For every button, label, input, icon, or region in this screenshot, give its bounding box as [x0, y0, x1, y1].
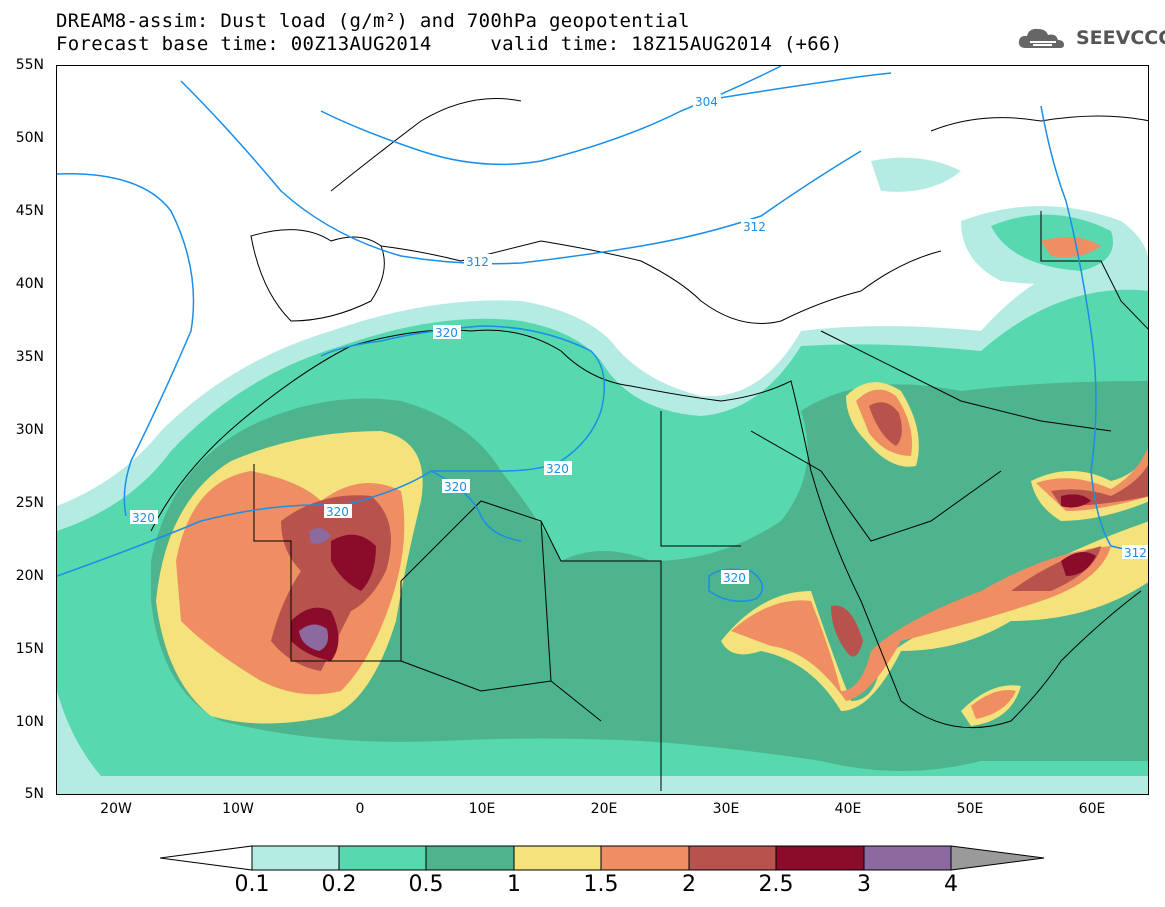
lon-label-10e: 10E	[468, 801, 496, 817]
contour-label-bg-312b	[464, 254, 492, 268]
lat-label-10n: 10N	[15, 714, 44, 730]
dust-band-darkred-arabia	[1061, 552, 1096, 576]
contour-label-bg-320b	[130, 510, 158, 524]
contour-label-bg-312a	[741, 219, 769, 233]
lon-label-60e: 60E	[1078, 801, 1106, 817]
dust-band-brown-east	[831, 605, 863, 657]
contour-label-bg-312c	[1122, 545, 1148, 559]
lon-label-20w: 20W	[100, 801, 132, 817]
colorbar-tick-3: 3	[857, 872, 871, 897]
lat-label-40n: 40N	[15, 276, 44, 292]
colorbar-tick-0-2: 0.2	[321, 872, 357, 897]
lat-label-30n: 30N	[15, 422, 44, 438]
dust-band-brown-iraq	[869, 402, 902, 446]
colorbar-cell-6	[688, 845, 777, 871]
contour-label-bg-320f	[721, 570, 749, 584]
contour-label-bg-304	[693, 94, 721, 108]
lat-label-15n: 15N	[15, 641, 44, 657]
colorbar-tick-2-5: 2.5	[758, 872, 794, 897]
map-subtitle: Forecast base time: 00Z13AUG2014 valid t…	[56, 33, 843, 55]
lat-label-20n: 20N	[15, 568, 44, 584]
colorbar-tick-4: 4	[944, 872, 958, 897]
colorbar-cell-5	[600, 845, 690, 871]
contour-label-320e: 320	[546, 462, 569, 476]
colorbar-cell-1	[251, 845, 340, 871]
dust-band-orange-caspian	[1041, 237, 1101, 258]
lon-label-30e: 30E	[712, 801, 740, 817]
lat-label-25n: 25N	[15, 495, 44, 511]
contour-label-320c: 320	[326, 505, 349, 519]
contour-label-bg-320c	[324, 504, 352, 518]
colorbar-cell-8	[863, 845, 952, 871]
colorbar-under-arrow	[160, 845, 253, 871]
dust-band-orange-somalia	[971, 690, 1016, 719]
contour-label-304: 304	[695, 95, 718, 109]
lon-label-0: 0	[355, 801, 365, 817]
colorbar-tick-2: 2	[682, 872, 696, 897]
colorbar-over-arrow	[950, 845, 1045, 871]
seevccc-logo: SEEVCCC	[1016, 26, 1165, 50]
lon-label-10w: 10W	[222, 801, 254, 817]
colorbar-cell-7	[775, 845, 865, 871]
contour-label-320d: 320	[444, 480, 467, 494]
contour-label-320b: 320	[132, 511, 155, 525]
logo-text: SEEVCCC	[1076, 27, 1165, 49]
contour-label-312a: 312	[743, 220, 766, 234]
dust-band-orange-east	[731, 546, 1111, 701]
lon-label-40e: 40E	[834, 801, 862, 817]
dust-band-darkred-west	[331, 534, 376, 591]
colorbar-cell-3	[425, 845, 515, 871]
colorbar-cell-4	[513, 845, 602, 871]
map-title: DREAM8-assim: Dust load (g/m²) and 700hP…	[56, 10, 690, 32]
dust-band-purple-sahel	[299, 624, 328, 651]
lat-label-35n: 35N	[15, 349, 44, 365]
contour-labels: 304 312 312 312 320 320 320 320 320 320	[130, 94, 1148, 585]
contour-label-bg-320a	[433, 325, 461, 339]
lon-label-20e: 20E	[590, 801, 618, 817]
dust-load-map: 304 312 312 312 320 320 320 320 320 320	[56, 65, 1149, 795]
lat-label-55n: 55N	[15, 57, 44, 73]
colorbar-tick-0-1: 0.1	[234, 872, 270, 897]
dust-band-darkred-gulf	[1061, 494, 1091, 508]
colorbar-tick-0-5: 0.5	[408, 872, 444, 897]
lon-label-50e: 50E	[956, 801, 984, 817]
colorbar-tick-1-5: 1.5	[583, 872, 619, 897]
contour-label-bg-320d	[442, 479, 470, 493]
lat-label-45n: 45N	[15, 203, 44, 219]
contour-label-320a: 320	[435, 326, 458, 340]
map-canvas: 304 312 312 312 320 320 320 320 320 320	[57, 66, 1148, 794]
contour-label-312b: 312	[466, 255, 489, 269]
colorbar	[160, 845, 1045, 871]
cloud-icon	[1018, 28, 1064, 48]
dust-band-light-north	[871, 157, 961, 192]
contour-label-320f: 320	[723, 571, 746, 585]
contour-label-bg-320e	[544, 461, 572, 475]
dust-band-purple-west	[309, 527, 331, 544]
colorbar-cell-2	[338, 845, 427, 871]
colorbar-tick-1: 1	[507, 872, 521, 897]
lat-label-5n: 5N	[24, 786, 44, 802]
lat-label-50n: 50N	[15, 130, 44, 146]
contour-label-312c: 312	[1124, 546, 1147, 560]
